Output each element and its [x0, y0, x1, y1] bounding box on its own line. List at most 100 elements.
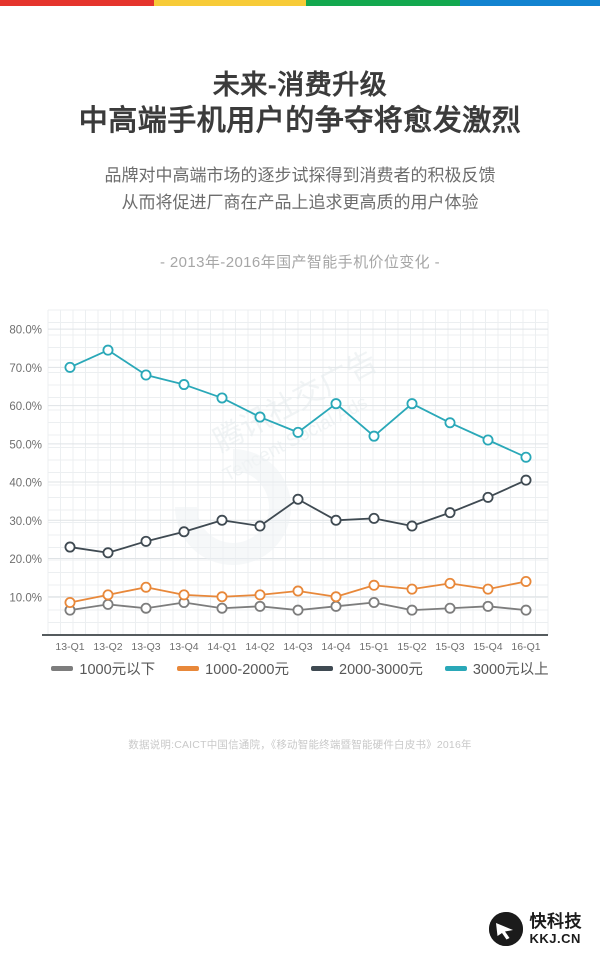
data-point: [330, 600, 342, 612]
data-point: [444, 506, 456, 518]
headline-line-2: 中高端手机用户的争夺将愈发激烈: [78, 104, 522, 137]
data-point: [216, 392, 228, 404]
y-tick-label: 30.0%: [9, 516, 42, 528]
x-tick-label: 15-Q4: [473, 641, 502, 652]
data-point: [330, 514, 342, 526]
data-point: [406, 583, 418, 595]
logo-cn: 快科技: [529, 912, 582, 931]
data-point: [102, 589, 114, 601]
data-point: [254, 411, 266, 423]
data-point: [482, 600, 494, 612]
data-point: [406, 520, 418, 532]
legend-label: 1000元以下: [79, 661, 156, 678]
data-point: [444, 417, 456, 429]
data-point: [292, 493, 304, 505]
data-point: [216, 602, 228, 614]
data-point: [330, 590, 342, 602]
data-point: [406, 397, 418, 409]
chart-caption: - 2013年-2016年国产智能手机价位变化 -: [159, 253, 441, 271]
data-point: [140, 581, 152, 593]
x-tick-label: 15-Q3: [435, 641, 464, 652]
data-point: [482, 434, 494, 446]
logo-en: KKJ.CN: [529, 931, 581, 946]
data-point: [216, 590, 228, 602]
data-point: [178, 589, 190, 601]
x-tick-label: 14-Q4: [321, 641, 350, 652]
source-note: 数据说明:CAICT中国信通院，《移动智能终端暨智能硬件白皮书》2016年: [128, 738, 472, 751]
data-point: [406, 604, 418, 616]
data-point: [102, 547, 114, 559]
data-point: [292, 585, 304, 597]
legend-label: 1000-2000元: [205, 661, 289, 678]
data-point: [64, 541, 76, 553]
data-point: [254, 520, 266, 532]
data-point: [254, 600, 266, 612]
data-point: [178, 525, 190, 537]
y-tick-label: 10.0%: [9, 592, 42, 604]
page-title: 未来-消费升级 中高端手机用户的争夺将愈发激烈: [0, 68, 600, 140]
legend-item-2[interactable]: 2000-3000元: [311, 658, 423, 679]
data-point: [292, 604, 304, 616]
x-tick-label: 13-Q3: [131, 641, 160, 652]
y-tick-label: 40.0%: [9, 477, 42, 489]
data-point: [140, 369, 152, 381]
top-bar-segment-red: [0, 0, 154, 6]
chart-legend: 1000元以下 1000-2000元 2000-3000元 3000元以上: [0, 658, 600, 679]
data-point: [216, 514, 228, 526]
series-3: [64, 344, 532, 463]
data-point: [254, 589, 266, 601]
x-axis-labels: 13-Q1 13-Q2 13-Q3 13-Q4 14-Q1 14-Q2 14-Q3 14-Q4…: [55, 641, 540, 652]
legend-label: 2000-3000元: [339, 661, 423, 678]
x-tick-label: 13-Q4: [169, 641, 198, 652]
y-tick-label: 50.0%: [9, 439, 42, 451]
data-point: [520, 474, 532, 486]
series-0: [64, 596, 532, 616]
data-point: [140, 602, 152, 614]
legend-swatch-icon: [444, 665, 467, 671]
chart-container: 腾讯社交广告 Tencent Social Ads 10.0% 20.0% 30.0% 4…: [0, 292, 600, 652]
data-point: [102, 598, 114, 610]
legend-item-1[interactable]: 1000-2000元: [177, 658, 289, 679]
data-point: [102, 344, 114, 356]
x-tick-label: 15-Q1: [359, 641, 388, 652]
subtitle-line-1: 品牌对中高端市场的逐步试探得到消费者的积极反馈: [104, 165, 496, 185]
data-point: [482, 491, 494, 503]
data-point: [444, 577, 456, 589]
y-tick-label: 20.0%: [9, 554, 42, 566]
x-tick-label: 14-Q1: [207, 641, 236, 652]
series-1: [64, 575, 532, 608]
legend-item-3[interactable]: 3000元以上: [444, 658, 549, 679]
data-point: [368, 512, 380, 524]
x-tick-label: 14-Q3: [283, 641, 312, 652]
subtitle: 品牌对中高端市场的逐步试探得到消费者的积极反馈 从而将促进厂商在产品上追求更高质…: [0, 162, 600, 217]
y-tick-label: 80.0%: [9, 324, 42, 336]
data-point: [368, 430, 380, 442]
top-bar-segment-green: [306, 0, 460, 6]
legend-label: 3000元以上: [472, 661, 549, 678]
data-point: [330, 397, 342, 409]
data-point: [140, 535, 152, 547]
y-tick-label: 60.0%: [9, 401, 42, 413]
x-tick-label: 16-Q1: [511, 641, 540, 652]
y-tick-label: 70.0%: [9, 363, 42, 375]
legend-item-0[interactable]: 1000元以下: [51, 658, 155, 679]
y-axis-labels: 10.0% 20.0% 30.0% 40.0% 50.0% 60.0% 70.0% 80.0%: [9, 324, 42, 604]
site-logo: 快科技 KKJ.CN: [488, 912, 583, 946]
data-point: [482, 583, 494, 595]
data-point: [520, 575, 532, 587]
top-bar-segment-yellow: [154, 0, 306, 6]
arrow-circle-icon: [488, 912, 523, 946]
data-point: [520, 604, 532, 616]
legend-swatch-icon: [177, 665, 200, 671]
subtitle-line-2: 从而将促进厂商在产品上追求更高质的用户体验: [121, 193, 479, 213]
x-tick-label: 15-Q2: [397, 641, 426, 652]
headline-line-1: 未来-消费升级: [212, 70, 388, 100]
data-point: [178, 378, 190, 390]
top-color-bar: [0, 0, 600, 6]
data-point: [444, 602, 456, 614]
logo-text: 快科技 KKJ.CN: [530, 913, 583, 945]
legend-swatch-icon: [51, 665, 74, 671]
grid-major: [48, 328, 548, 597]
data-point: [64, 361, 76, 373]
